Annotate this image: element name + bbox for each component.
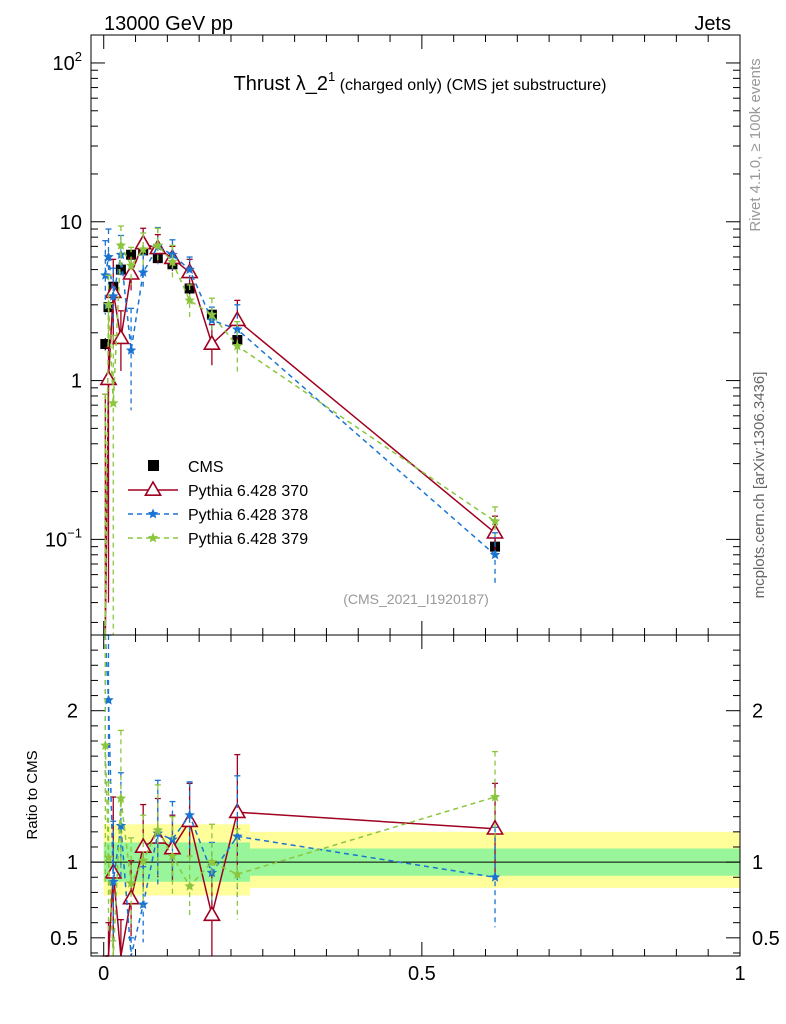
chart-title-main: Thrust λ_2 xyxy=(234,73,328,95)
header-left: 13000 GeV pp xyxy=(104,13,233,35)
series-marker xyxy=(115,239,127,250)
ratio-series-2 xyxy=(100,634,501,957)
ratio-series-marker xyxy=(184,880,195,891)
series-1 xyxy=(99,227,504,636)
series-marker xyxy=(184,294,195,305)
series-marker xyxy=(137,243,149,254)
y-tick-label-base: 10 xyxy=(45,529,67,551)
series-marker xyxy=(125,260,137,270)
y-tick-label: 10−1 xyxy=(45,525,82,551)
ratio-series-marker xyxy=(206,856,218,867)
y-tick-label-base: 10 xyxy=(60,212,82,234)
ratio-series-marker xyxy=(125,877,137,888)
series-line xyxy=(104,242,496,636)
ratio-series-marker xyxy=(152,824,163,835)
ratio-series-line xyxy=(104,634,496,957)
series-marker xyxy=(125,344,137,355)
ratio-series-marker xyxy=(489,871,501,882)
y-tick-label: 1 xyxy=(71,371,82,393)
ratio-frame xyxy=(90,634,741,957)
series-marker xyxy=(167,249,178,260)
ratio-series-marker xyxy=(167,850,178,861)
legend: CMS Pythia 6.428 370 Pythia 6.428 378 Pythi… xyxy=(128,459,308,548)
ratio-series-marker xyxy=(108,876,119,887)
legend-marker xyxy=(147,532,159,543)
ratio-series-line xyxy=(104,745,496,957)
y-tick-label-exp: −1 xyxy=(67,525,82,540)
ratio-series-marker xyxy=(137,899,149,909)
side-text-top: Rivet 4.1.0, ≥ 100k events xyxy=(747,58,764,231)
ratio-y-tick-label-left: 1 xyxy=(67,852,78,874)
ratio-series-marker xyxy=(232,830,243,841)
legend-label: CMS xyxy=(188,459,224,476)
series-marker xyxy=(137,266,149,277)
main-panel: Thrust λ_21 (charged only) (CMS jet subs… xyxy=(45,34,741,636)
chart-title-rest: (charged only) (CMS jet substructure) xyxy=(335,77,606,94)
legend-label: Pythia 6.428 379 xyxy=(188,531,308,548)
ratio-ylabel: Ratio to CMS xyxy=(24,750,41,839)
ratio-series-marker xyxy=(100,740,111,750)
ratio-series-marker xyxy=(184,809,195,820)
series-marker xyxy=(167,256,178,267)
series-marker xyxy=(486,523,504,539)
header-right: Jets xyxy=(694,13,731,35)
legend-label: Pythia 6.428 370 xyxy=(188,483,308,500)
series-marker xyxy=(489,515,501,526)
cms-data-point xyxy=(115,264,126,275)
series-marker xyxy=(202,334,221,351)
series-marker xyxy=(108,290,119,301)
x-tick-label: 1 xyxy=(734,963,745,985)
y-tick-label: 102 xyxy=(53,49,82,75)
y-tick-label: 10 xyxy=(60,212,82,234)
legend-label: Pythia 6.428 378 xyxy=(188,507,308,524)
series-marker xyxy=(103,251,114,262)
series-marker xyxy=(489,549,501,560)
ratio-series-marker xyxy=(103,852,114,862)
ratio-series-marker xyxy=(228,802,247,819)
ratio-series-marker xyxy=(232,868,243,879)
ratio-y-tick-label-left: 2 xyxy=(67,701,78,723)
y-tick-label-base: 10 xyxy=(53,53,75,75)
ratio-y-tick-label-right: 0.5 xyxy=(752,928,780,950)
legend-marker xyxy=(147,508,159,519)
ratio-series-marker xyxy=(202,905,221,922)
ratio-series-marker xyxy=(137,855,149,866)
legend-marker xyxy=(148,460,159,471)
series-marker xyxy=(232,323,243,334)
ratio-y-tick-label-right: 2 xyxy=(752,701,763,723)
ratio-series-marker xyxy=(489,791,501,802)
y-tick-label-exp: 2 xyxy=(75,49,82,64)
analysis-label: (CMS_2021_I1920187) xyxy=(343,591,489,607)
series-marker xyxy=(206,309,218,320)
chart-title-sup: 1 xyxy=(328,69,335,84)
series-marker xyxy=(184,264,195,274)
series-marker xyxy=(232,340,243,351)
ratio-y-tick-label-left: 0.5 xyxy=(50,928,78,950)
legend-marker xyxy=(144,480,162,497)
chart-title: Thrust λ_21 (charged only) (CMS jet subs… xyxy=(234,69,607,95)
side-text-bottom: mcplots.cern.ch [arXiv:1306.3436] xyxy=(751,372,768,599)
x-tick-label: 0.5 xyxy=(408,963,436,985)
series-3 xyxy=(102,225,501,636)
ratio-panel: 2 2 1 1 0.5 0.5 0 0.5 1 Ratio to CMS xyxy=(24,634,780,985)
cms-data-point xyxy=(100,338,111,349)
series-line xyxy=(104,245,496,556)
y-tick-label-base: 1 xyxy=(71,371,82,393)
series-line xyxy=(104,242,496,636)
series-marker xyxy=(152,239,163,250)
ratio-series-marker xyxy=(115,793,127,803)
x-tick-label: 0 xyxy=(98,963,109,985)
ratio-series-1 xyxy=(102,634,501,957)
ratio-y-tick-label-right: 1 xyxy=(752,852,763,874)
cms-data-point xyxy=(126,249,137,260)
series-marker xyxy=(103,299,114,310)
series-marker xyxy=(108,397,119,408)
